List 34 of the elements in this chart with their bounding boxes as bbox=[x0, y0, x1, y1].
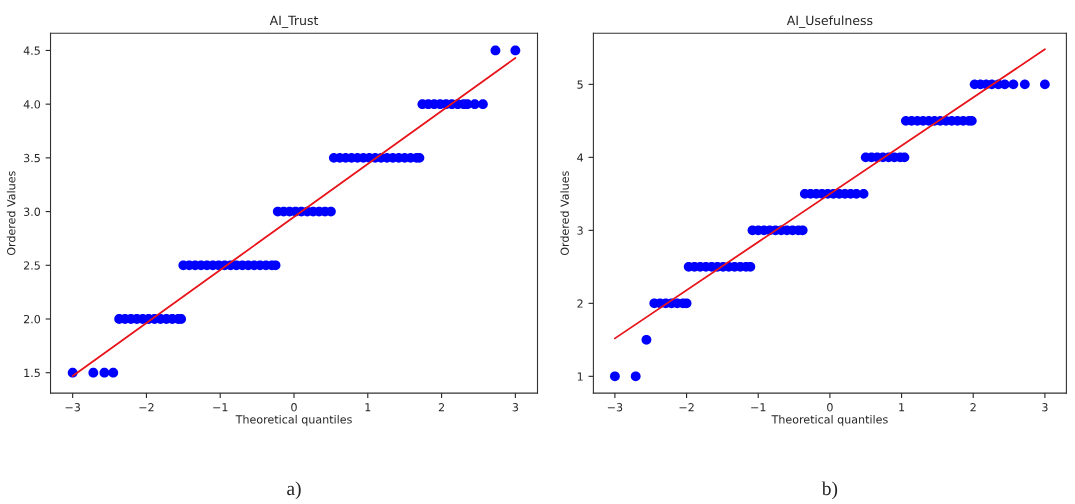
y-tick-label: 2.0 bbox=[23, 314, 41, 324]
y-axis-title: Ordered Values bbox=[6, 171, 16, 256]
y-tick-label: 4.0 bbox=[23, 100, 41, 109]
y-tick-label: 4 bbox=[577, 153, 584, 162]
y-tick-label: 2.5 bbox=[23, 261, 40, 270]
text: a) bbox=[287, 481, 301, 500]
y-tick-label: 2 bbox=[577, 299, 583, 308]
y-tick-label: 3.5 bbox=[23, 153, 40, 163]
x-axis-title: Theoretical quantiles bbox=[235, 414, 352, 426]
x-tick-label: −1 bbox=[751, 403, 766, 412]
y-tick-label: 3 bbox=[577, 226, 583, 235]
x-tick-label: 0 bbox=[291, 403, 297, 412]
y-tick-label: 3.0 bbox=[23, 207, 41, 216]
x-tick-label: 1 bbox=[899, 403, 905, 412]
text: b) bbox=[821, 481, 838, 500]
y-axis-title: Ordered Values bbox=[560, 171, 569, 256]
y-tick-label: 5 bbox=[577, 80, 583, 89]
x-tick-label: −3 bbox=[607, 403, 623, 412]
x-tick-label: −3 bbox=[65, 403, 80, 412]
y-tick-label: 1.5 bbox=[24, 368, 40, 378]
x-axis-title: Theoretical quantiles bbox=[771, 414, 888, 426]
x-tick-label: −2 bbox=[679, 403, 694, 412]
y-tick-label: 1 bbox=[577, 372, 583, 381]
x-tick-label: 2 bbox=[970, 403, 976, 412]
x-tick-label: −2 bbox=[139, 403, 154, 412]
x-tick-label: 2 bbox=[438, 403, 444, 412]
x-tick-label: −1 bbox=[213, 403, 228, 412]
chart-title: AI_Trust bbox=[269, 15, 319, 28]
x-tick-label: 3 bbox=[1042, 403, 1048, 412]
x-tick-label: 0 bbox=[827, 403, 833, 412]
chart-title: AI_Usefulness bbox=[786, 15, 873, 28]
x-tick-label: 3 bbox=[512, 403, 519, 412]
x-tick-label: 1 bbox=[365, 403, 371, 412]
y-tick-label: 4.5 bbox=[23, 46, 40, 55]
